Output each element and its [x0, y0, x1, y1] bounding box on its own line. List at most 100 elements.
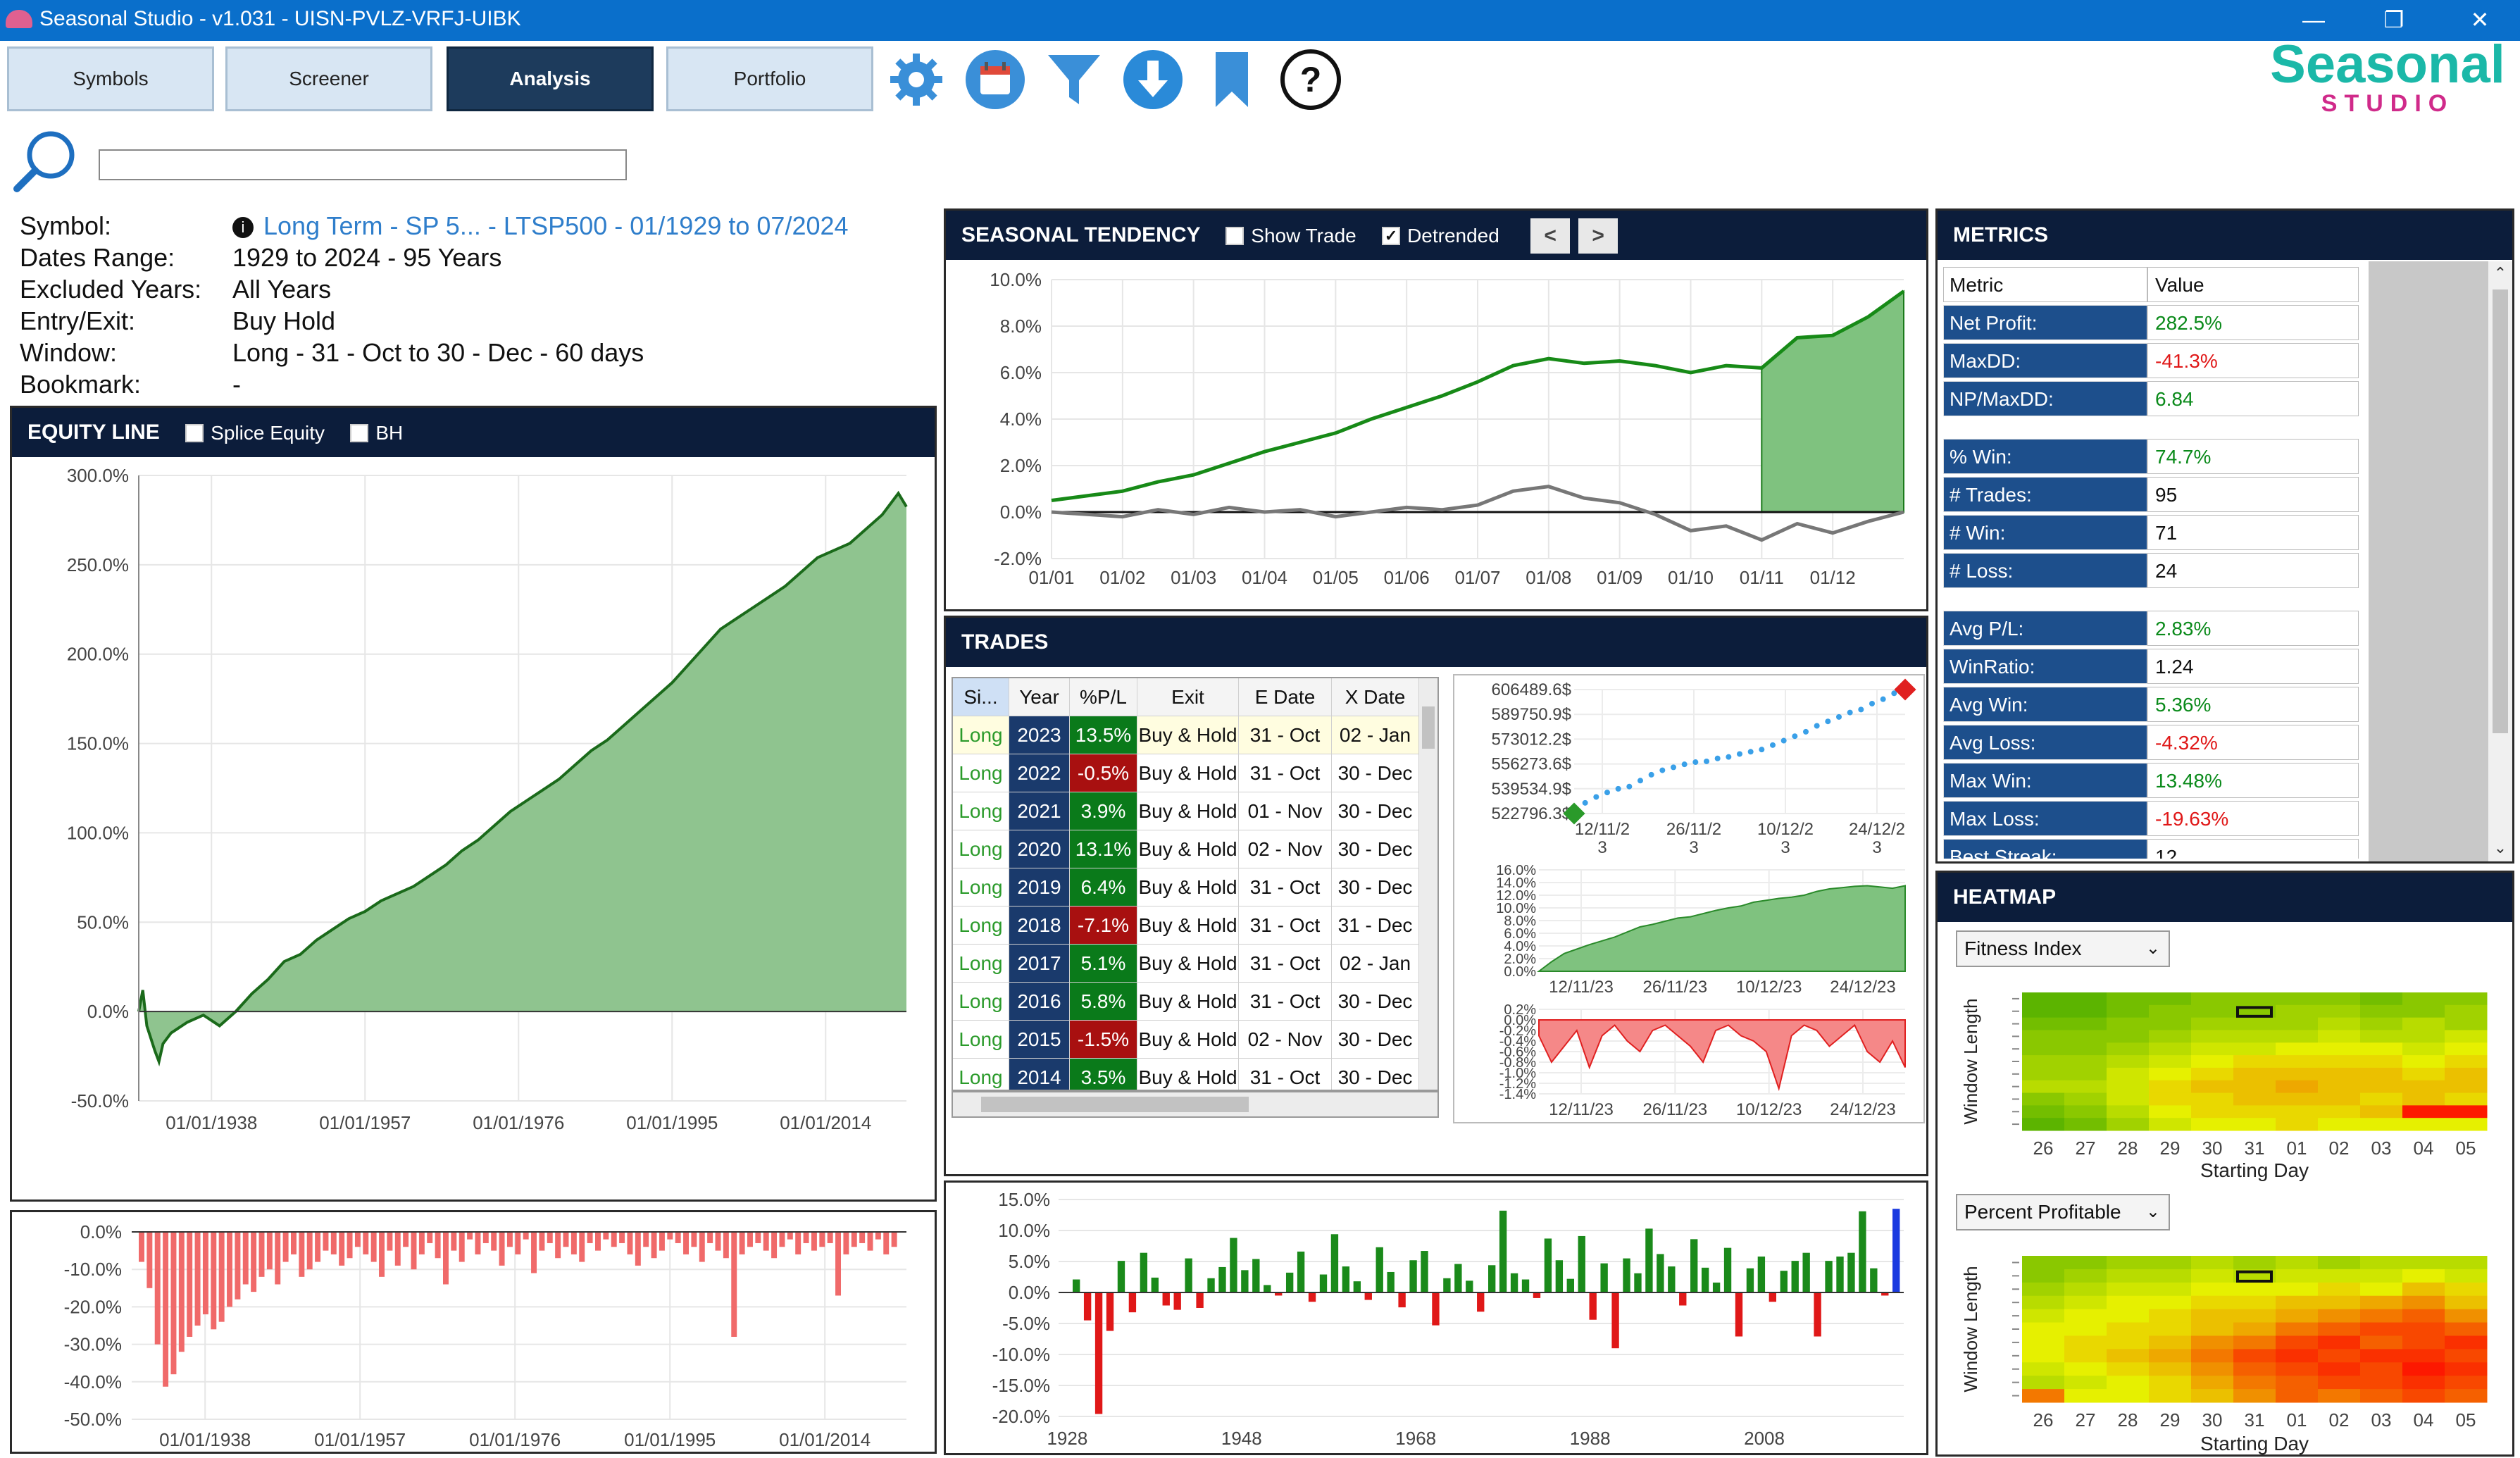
heatmap-cell [2318, 1118, 2361, 1131]
drawdown-bar [435, 1232, 441, 1259]
metrics-scrollbar[interactable]: ⌃ ⌄ [2488, 261, 2512, 861]
bookmark-icon[interactable] [1200, 48, 1264, 111]
search-icon[interactable] [10, 127, 80, 197]
heatmap-cell [2064, 1118, 2107, 1131]
trades-col-header[interactable]: Si... [953, 678, 1009, 716]
heatmap-metric-select-1[interactable]: Fitness Index ⌄ [1956, 930, 2170, 967]
drawdown-bar [266, 1232, 273, 1270]
trades-hscrollbar[interactable] [952, 1091, 1439, 1118]
price-point [1747, 749, 1754, 755]
trades-col-header[interactable]: Exit [1137, 678, 1239, 716]
heatmap-cell [2064, 1067, 2107, 1081]
table-row[interactable]: Long 2016 5.8% Buy & Hold 31 - Oct 30 - Dec [953, 983, 1419, 1021]
drawdown-bar [139, 1232, 144, 1262]
yearly-bar [1477, 1292, 1485, 1312]
heatmap-cell [2233, 1080, 2276, 1094]
tab-symbols[interactable]: Symbols [7, 46, 214, 111]
scroll-up-icon[interactable]: ⌃ [2493, 264, 2507, 282]
x-tick-label: 01/04 [1242, 567, 1287, 588]
y-tick-label: 0.0% [87, 1001, 129, 1022]
heatmap-cell [2191, 1295, 2234, 1310]
metric-label: Avg Win: [1943, 687, 2147, 722]
yearly-bar [1510, 1273, 1518, 1292]
drawdown-bar [499, 1232, 505, 1266]
heatmap-cell [2276, 1118, 2319, 1131]
table-row[interactable]: Long 2018 -7.1% Buy & Hold 31 - Oct 31 - Dec [953, 906, 1419, 945]
table-row[interactable]: Long 2020 13.1% Buy & Hold 02 - Nov 30 - Dec [953, 830, 1419, 868]
table-row[interactable]: Long 2023 13.5% Buy & Hold 31 - Oct 02 - Jan [953, 716, 1419, 754]
trades-vscrollbar[interactable] [1419, 678, 1437, 1090]
heatmap-cell [2191, 1118, 2234, 1131]
heatmap-cell [2233, 992, 2276, 1006]
info-symbol-value[interactable]: Long Term - SP 5... - LTSP500 - 01/1929 … [263, 211, 849, 240]
trades-hscroll-thumb[interactable] [981, 1097, 1249, 1112]
tab-portfolio[interactable]: Portfolio [666, 46, 873, 111]
price-point [1714, 755, 1721, 761]
x-tick-label: 01/09 [1597, 567, 1642, 588]
table-row[interactable]: Long 2017 5.1% Buy & Hold 31 - Oct 02 - Jan [953, 945, 1419, 983]
yearly-bar [1589, 1292, 1597, 1320]
trades-col-header[interactable]: E Date [1239, 678, 1332, 716]
price-point [1814, 723, 1820, 729]
heatmap-cell [2233, 1030, 2276, 1043]
table-row[interactable]: Long 2014 3.5% Buy & Hold 31 - Oct 30 - Dec [953, 1059, 1419, 1090]
next-button[interactable]: > [1578, 218, 1618, 254]
heatmap-cell [2360, 1389, 2403, 1403]
detrended-checkbox[interactable]: ✓ [1382, 227, 1401, 246]
search-input[interactable] [99, 149, 627, 180]
yearly-bar [1173, 1292, 1181, 1310]
trades-col-header[interactable]: X Date [1332, 678, 1419, 716]
heatmap-cell [2360, 1030, 2403, 1043]
close-button[interactable]: ✕ [2470, 7, 2490, 32]
table-cell: 30 - Dec [1332, 792, 1419, 830]
heatmap-metric-select-2[interactable]: Percent Profitable ⌄ [1956, 1194, 2170, 1230]
filter-icon[interactable] [1042, 48, 1106, 111]
prev-button[interactable]: < [1530, 218, 1571, 254]
y-tick-label: -50.0% [64, 1409, 122, 1430]
tab-screener[interactable]: Screener [225, 46, 432, 111]
table-row[interactable]: Long 2021 3.9% Buy & Hold 01 - Nov 30 - Dec [953, 792, 1419, 830]
drawdown-bar [859, 1232, 866, 1243]
show-trade-checkbox[interactable] [1225, 227, 1245, 246]
drawdown-bar [475, 1232, 481, 1254]
drawdown-bar [394, 1232, 401, 1266]
metrics-scroll-thumb[interactable] [2493, 289, 2508, 733]
tab-analysis[interactable]: Analysis [447, 46, 654, 111]
info-symbol-label: Symbol: [20, 211, 112, 240]
price-point [1780, 737, 1787, 744]
bh-checkbox[interactable] [350, 424, 369, 443]
settings-gear-icon[interactable] [885, 48, 948, 111]
splice-equity-checkbox[interactable] [185, 424, 204, 443]
info-circle-icon[interactable]: i [232, 217, 254, 239]
price-point [1803, 728, 1809, 735]
table-row[interactable]: Long 2022 -0.5% Buy & Hold 31 - Oct 30 - Dec [953, 754, 1419, 792]
drawdown-bar [779, 1232, 785, 1247]
equity-chart: 300.0% 250.0% 200.0% 150.0% 100.0% 50.0% 0.0% -… [67, 465, 908, 1133]
drawdown-bar [787, 1232, 793, 1240]
table-cell: 02 - Jan [1332, 716, 1419, 754]
heatmap-cell [2360, 1067, 2403, 1081]
metrics-header-metric[interactable]: Metric [1943, 267, 2147, 302]
heatmap-cell [2022, 1030, 2065, 1043]
heatmap-cell [2276, 1092, 2319, 1106]
heatmap-cell [2360, 1362, 2403, 1376]
calendar-icon[interactable] [963, 48, 1027, 111]
yearly-bar [1521, 1279, 1530, 1292]
table-row[interactable]: Long 2019 6.4% Buy & Hold 31 - Oct 30 - Dec [953, 868, 1419, 906]
table-row[interactable]: Long 2015 -1.5% Buy & Hold 02 - Nov 30 - Dec [953, 1021, 1419, 1059]
table-cell: Long [953, 830, 1009, 868]
x-tick-label: 24/12/23 [1830, 978, 1895, 997]
minimize-button[interactable]: — [2302, 7, 2325, 32]
metrics-header-value[interactable]: Value [2147, 267, 2359, 302]
trades-vscroll-thumb[interactable] [1422, 706, 1435, 749]
maximize-button[interactable]: ❐ [2383, 7, 2404, 32]
trades-col-header[interactable]: Year [1009, 678, 1070, 716]
download-icon[interactable] [1121, 48, 1185, 111]
trades-col-header[interactable]: %P/L [1070, 678, 1137, 716]
heatmap-cell [2022, 1309, 2065, 1323]
y-tick-label: 0.0% [80, 1221, 122, 1242]
yearly-bar [1454, 1264, 1462, 1292]
help-icon[interactable]: ? [1279, 48, 1342, 111]
heatmap-cell [2445, 1349, 2488, 1363]
scroll-down-icon[interactable]: ⌄ [2493, 839, 2507, 856]
